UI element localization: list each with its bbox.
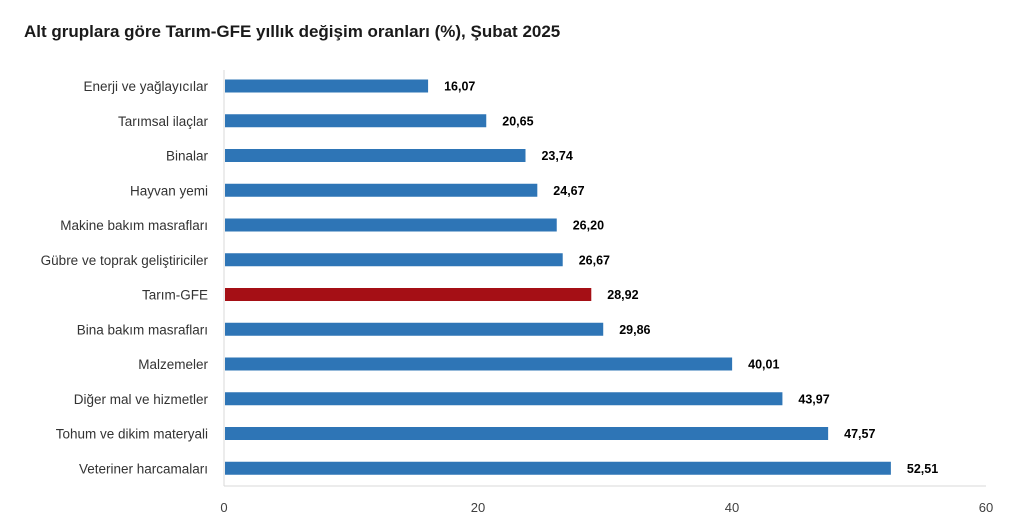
category-label: Tarımsal ilaçlar xyxy=(118,114,209,129)
x-tick-label: 20 xyxy=(471,500,485,515)
data-label: 43,97 xyxy=(798,392,829,406)
data-label: 47,57 xyxy=(844,427,875,441)
data-label: 40,01 xyxy=(748,358,779,372)
bar-highlight xyxy=(225,288,592,301)
bar xyxy=(225,392,783,406)
category-label: Makine bakım masrafları xyxy=(60,218,208,233)
data-label: 16,07 xyxy=(444,80,475,94)
bar xyxy=(225,79,429,93)
category-label: Malzemeler xyxy=(138,357,208,372)
bar xyxy=(225,149,526,162)
bar xyxy=(225,322,604,336)
bar xyxy=(225,114,487,128)
bar xyxy=(225,427,829,440)
data-label: 23,74 xyxy=(541,149,572,163)
category-label: Bina bakım masrafları xyxy=(77,322,208,337)
data-label: 26,20 xyxy=(573,219,604,233)
category-label: Tarım-GFE xyxy=(142,288,208,303)
category-label: Binalar xyxy=(166,149,209,164)
data-label: 28,92 xyxy=(607,288,638,302)
category-label: Gübre ve toprak geliştiriciler xyxy=(41,253,209,268)
bar xyxy=(225,357,733,371)
bar xyxy=(225,218,557,232)
category-label: Tohum ve dikim materyali xyxy=(56,427,208,442)
data-label: 26,67 xyxy=(579,253,610,267)
category-label: Diğer mal ve hizmetler xyxy=(74,392,209,407)
x-tick-label: 40 xyxy=(725,500,739,515)
bar xyxy=(225,253,563,267)
data-label: 29,86 xyxy=(619,323,650,337)
category-label: Enerji ve yağlayıcılar xyxy=(83,79,208,94)
bar xyxy=(225,183,538,197)
category-label: Hayvan yemi xyxy=(130,183,208,198)
x-tick-label: 60 xyxy=(979,500,993,515)
data-label: 20,65 xyxy=(502,114,533,128)
data-label: 24,67 xyxy=(553,184,584,198)
bar xyxy=(225,461,891,475)
data-label: 52,51 xyxy=(907,462,938,476)
chart-title: Alt gruplara göre Tarım-GFE yıllık değiş… xyxy=(24,22,561,41)
x-tick-label: 0 xyxy=(220,500,227,515)
category-label: Veteriner harcamaları xyxy=(79,461,208,476)
